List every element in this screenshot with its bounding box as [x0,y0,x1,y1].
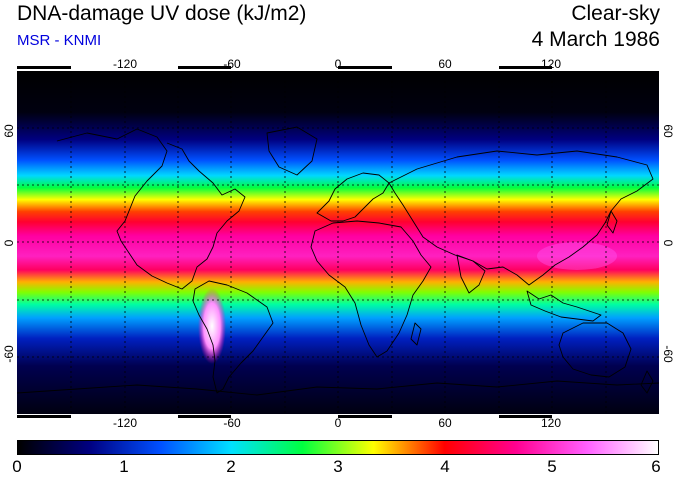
lat-tick-right-0: 0 [661,239,675,247]
colorbar-label-0: 0 [12,457,22,476]
colorbar-label-2: 2 [226,457,236,476]
graticule [17,71,659,414]
coastlines [17,126,659,396]
lon-tick-bottom-60: 60 [438,416,452,430]
madagascar-coast [410,322,422,346]
south-america-coast [192,280,274,394]
europe-coast [316,172,390,222]
lon-tick-bottom-120: 120 [540,416,562,430]
lat-tick-left-minus60: -60 [2,345,16,363]
top-frame-ticks [17,66,552,69]
lat-tick-right-minus60: -60 [661,345,675,363]
southeast-asia-islands [526,290,602,322]
lat-tick-left-60: 60 [2,124,16,138]
india-coast [456,254,486,294]
sky-condition-label: Clear-sky [571,2,660,25]
australia-coast [558,322,632,378]
colorbar-label-1: 1 [119,457,129,476]
new-zealand-coast [640,370,654,394]
source-label: MSR - KNMI [17,32,102,49]
lon-tick-bottom-minus120: -120 [112,416,138,430]
lat-tick-left-0: 0 [2,239,16,247]
andes-high-dose-area [198,288,226,364]
maritime-high-dose-area [537,242,617,270]
colorbar-label-3: 3 [333,457,343,476]
date-label: 4 March 1986 [531,28,660,51]
map-title: DNA-damage UV dose (kJ/m2) [17,2,307,25]
japan-coast [606,210,618,234]
uv-dose-map [17,71,659,414]
lon-tick-top-60: 60 [438,57,452,71]
color-scale-bar [17,440,659,455]
greenland-coast [266,126,318,176]
lat-tick-right-60: 60 [661,124,675,138]
lon-tick-top-minus120: -120 [112,57,138,71]
bottom-frame-ticks [17,415,552,418]
lon-tick-bottom-0: 0 [334,416,342,430]
colorbar-label-6: 6 [651,457,661,476]
lon-tick-top-0: 0 [334,57,342,71]
antarctica-coast [17,380,659,396]
asia-coast [388,150,654,286]
north-america-coast [56,128,246,290]
colorbar-label-4: 4 [440,457,450,476]
colorbar-label-5: 5 [547,457,557,476]
lon-tick-bottom-minus60: -60 [223,416,241,430]
africa-coast [310,220,432,358]
